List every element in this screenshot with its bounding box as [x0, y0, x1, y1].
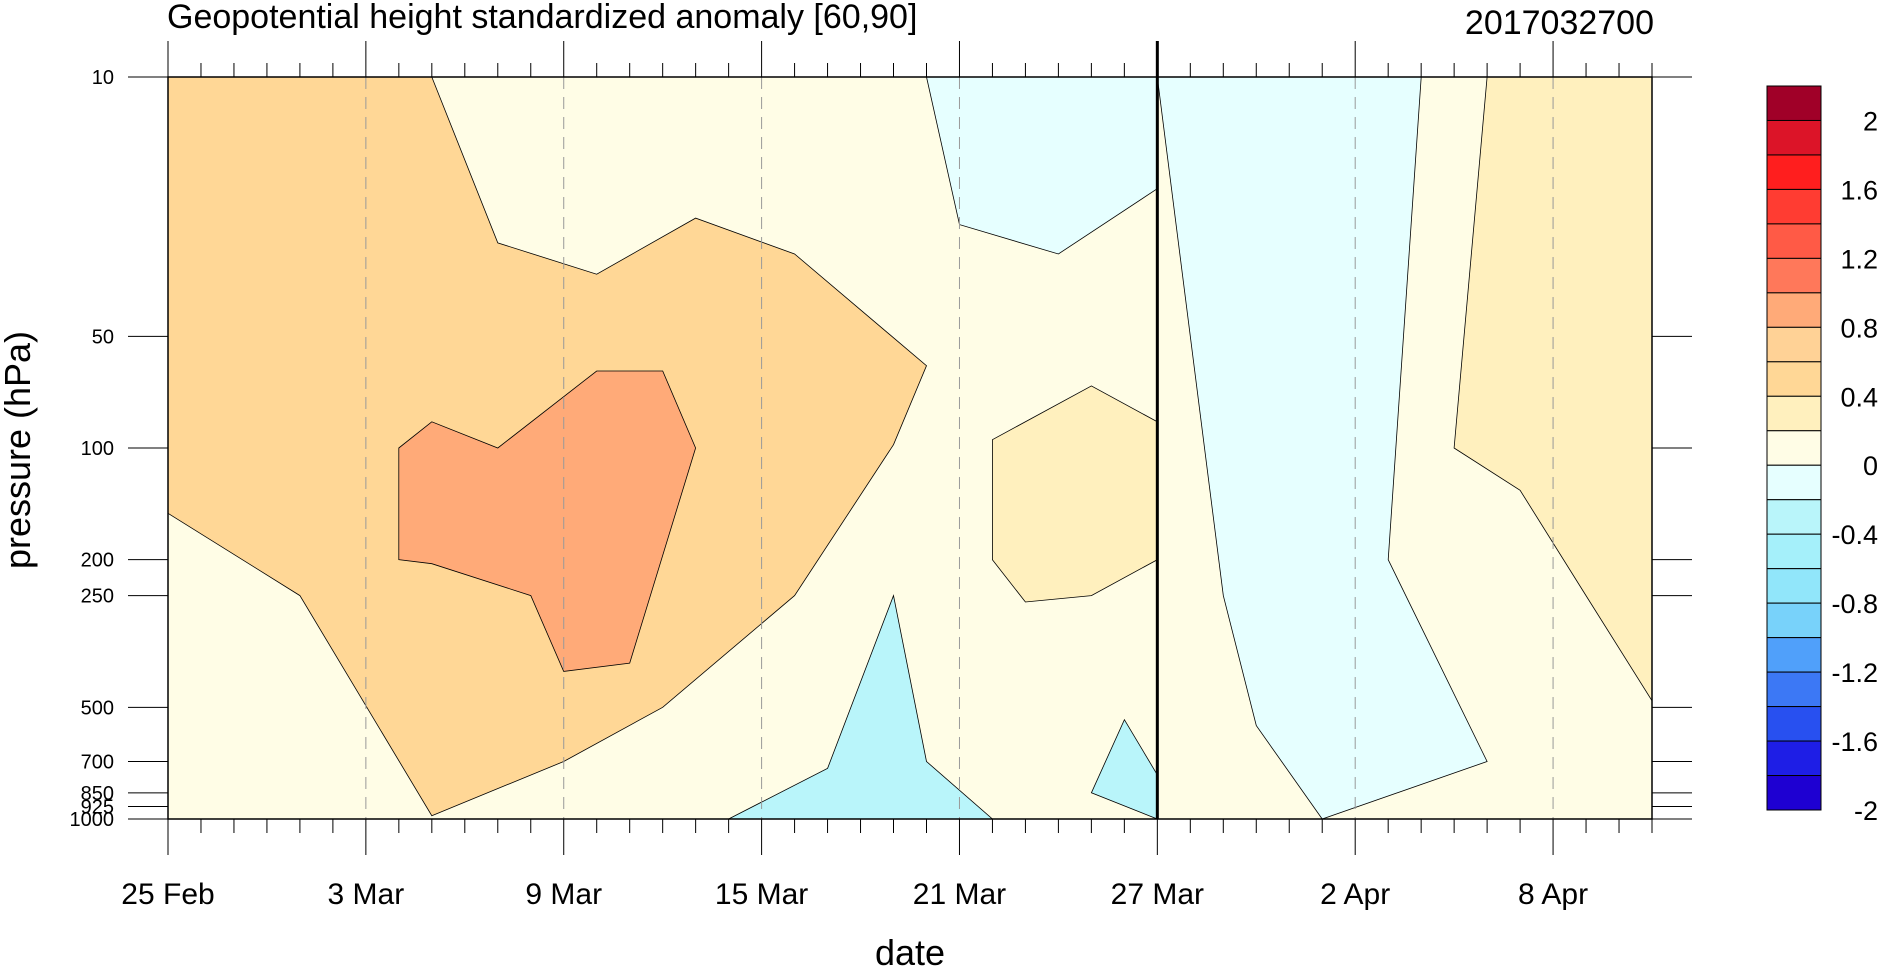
colorbar-label: 1.6	[1840, 175, 1878, 205]
anomaly-region	[1156, 76, 1488, 820]
colorbar-label: -1.2	[1831, 658, 1878, 688]
colorbar-label: 0	[1863, 451, 1878, 481]
colorbar-labels: 2 1.6 1.2 0.8 0.4 0 -0.4 -0.8 -1.2 -1.6 -2	[1831, 106, 1878, 826]
x-axis-ticks	[167, 41, 1653, 855]
colorbar-swatch	[1766, 499, 1822, 535]
colorbar-swatch	[1766, 361, 1822, 397]
date-stamp: 2017032700	[1465, 4, 1654, 42]
colorbar-swatch	[1766, 637, 1822, 673]
x-tick-label: 2 Apr	[1320, 878, 1390, 911]
y-tick-label: 850	[81, 783, 114, 805]
y-axis-title: pressure (hPa)	[0, 331, 38, 569]
y-tick-label: 700	[81, 752, 114, 774]
chart-title: Geopotential height standardized anomaly…	[167, 0, 917, 36]
x-tick-label: 15 Mar	[715, 878, 808, 911]
y-tick-label: 50	[92, 326, 114, 348]
colorbar-label: 0.8	[1840, 313, 1878, 343]
x-tick-label: 27 Mar	[1111, 878, 1204, 911]
x-tick-label: 9 Mar	[525, 878, 602, 911]
x-tick-label: 25 Feb	[121, 878, 214, 911]
x-tick-label: 21 Mar	[913, 878, 1006, 911]
y-tick-label: 200	[81, 550, 114, 572]
y-tick-label: 925	[81, 796, 114, 818]
colorbar-swatch	[1766, 430, 1822, 466]
colorbar-swatch	[1766, 464, 1822, 501]
colorbar-label: -0.8	[1831, 589, 1878, 619]
colorbar-label: 1.2	[1840, 244, 1878, 274]
colorbar-label: -0.4	[1831, 520, 1878, 550]
x-tick-label: 3 Mar	[328, 878, 405, 911]
colorbar-label: -2	[1854, 796, 1878, 826]
colorbar-label: -1.6	[1831, 727, 1878, 757]
colorbar-swatch	[1766, 223, 1822, 259]
colorbar-swatch	[1766, 706, 1822, 742]
colorbar-swatch	[1766, 154, 1822, 190]
anomaly-region	[992, 385, 1158, 603]
colorbar-swatch	[1766, 602, 1822, 639]
y-tick-label: 500	[81, 697, 114, 719]
colorbar-swatch	[1766, 533, 1822, 570]
colorbar-swatch	[1766, 85, 1822, 121]
colorbar-swatch	[1766, 292, 1822, 328]
x-tick-labels: 25 Feb 3 Mar 9 Mar 15 Mar 21 Mar 27 Mar 2 Apr 8…	[121, 878, 1588, 911]
x-axis-title: date	[875, 932, 945, 969]
colorbar-swatch	[1766, 257, 1822, 294]
x-tick-label: 8 Apr	[1518, 878, 1588, 911]
y-tick-label: 1000	[70, 809, 115, 831]
colorbar-swatch	[1766, 119, 1822, 156]
colorbar-label: 2	[1863, 106, 1878, 136]
colorbar-swatch	[1766, 775, 1822, 811]
colorbar-swatch	[1766, 671, 1822, 708]
plot-frame	[167, 76, 1653, 820]
colorbar-swatch	[1766, 568, 1822, 604]
colorbar-swatch	[1766, 395, 1822, 432]
colorbar-swatch	[1766, 740, 1822, 777]
colorbar-swatch	[1766, 326, 1822, 363]
anomaly-region	[398, 370, 697, 672]
y-tick-label: 10	[92, 67, 114, 89]
y-axis-ticks	[128, 76, 1692, 820]
anomaly-regions	[167, 76, 1653, 820]
y-tick-label: 250	[81, 586, 114, 608]
colorbar-label: 0.4	[1840, 382, 1878, 412]
colorbar-swatch	[1766, 188, 1822, 225]
colorbar	[1766, 85, 1822, 811]
y-tick-label: 100	[81, 438, 114, 460]
